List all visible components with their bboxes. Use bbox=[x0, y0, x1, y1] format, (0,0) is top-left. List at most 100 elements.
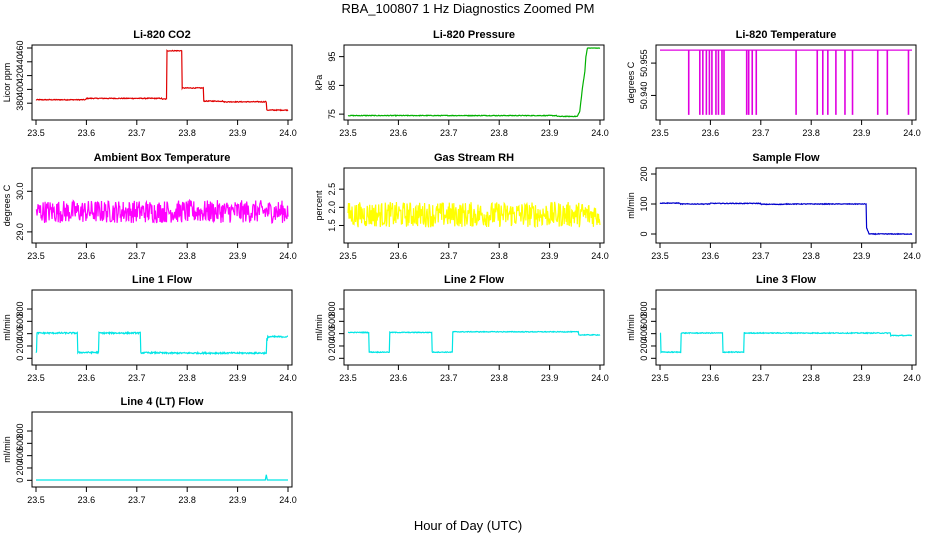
series-line bbox=[347, 201, 601, 229]
y-tick-label: 800 bbox=[639, 302, 649, 317]
x-tick-label: 23.5 bbox=[27, 128, 45, 138]
x-tick-label: 23.7 bbox=[128, 373, 146, 383]
x-tick-label: 23.6 bbox=[390, 373, 408, 383]
y-tick-label: 95 bbox=[327, 52, 337, 62]
y-tick-label: 50.940 bbox=[639, 82, 649, 110]
x-tick-label: 24.0 bbox=[591, 251, 609, 261]
y-axis-label: ml/min bbox=[626, 314, 636, 341]
y-tick-label: 460 bbox=[15, 40, 25, 55]
x-tick-label: 23.9 bbox=[229, 373, 247, 383]
y-tick-label: 200 bbox=[15, 460, 25, 475]
x-tick-label: 24.0 bbox=[279, 373, 297, 383]
x-tick-label: 24.0 bbox=[279, 251, 297, 261]
series-line bbox=[35, 49, 289, 112]
x-tick-label: 23.5 bbox=[339, 128, 357, 138]
x-tick-label: 23.9 bbox=[853, 373, 871, 383]
x-tick-label: 23.6 bbox=[78, 128, 96, 138]
panel-title: Li-820 Pressure bbox=[433, 29, 515, 41]
x-tick-label: 24.0 bbox=[903, 373, 921, 383]
plot-frame bbox=[31, 289, 293, 366]
y-tick-label: 200 bbox=[327, 338, 337, 353]
series-line bbox=[347, 330, 601, 354]
x-tick-label: 23.5 bbox=[651, 251, 669, 261]
panel-title: Gas Stream RH bbox=[434, 152, 514, 164]
x-tick-label: 23.8 bbox=[490, 373, 508, 383]
y-axis-label: Licor ppm bbox=[2, 63, 12, 103]
x-tick-label: 24.0 bbox=[591, 128, 609, 138]
x-tick-label: 23.6 bbox=[78, 251, 96, 261]
x-tick-label: 24.0 bbox=[903, 128, 921, 138]
x-tick-label: 23.6 bbox=[78, 495, 96, 505]
x-tick-label: 23.7 bbox=[752, 128, 770, 138]
x-tick-label: 23.6 bbox=[702, 373, 720, 383]
y-tick-label: 50.955 bbox=[639, 49, 649, 77]
plot-frame bbox=[655, 44, 917, 121]
x-tick-label: 23.7 bbox=[440, 251, 458, 261]
y-tick-label: 800 bbox=[327, 302, 337, 317]
y-tick-label: 100 bbox=[639, 196, 649, 211]
chart-panel: Line 3 Flow ml/min 23.5 23.6 23.7 23.8 23.9 24.… bbox=[626, 274, 921, 383]
y-tick-label: 0 bbox=[639, 356, 649, 361]
y-tick-label: 1.5 bbox=[327, 219, 337, 232]
chart-panel: Sample Flow ml/min 23.5 23.6 23.7 23.8 23.9 24.… bbox=[626, 152, 921, 261]
panel-title: Line 3 Flow bbox=[756, 274, 816, 286]
chart-panel: Ambient Box Temperature degrees C 23.5 23.6… bbox=[2, 152, 297, 261]
chart-panel: Li-820 Temperature degrees C 23.5 23.6 23.7 2… bbox=[626, 29, 921, 138]
x-tick-label: 23.5 bbox=[651, 373, 669, 383]
y-tick-label: 0 bbox=[15, 356, 25, 361]
series-line bbox=[347, 47, 601, 118]
x-tick-label: 23.9 bbox=[229, 251, 247, 261]
x-tick-label: 23.7 bbox=[128, 128, 146, 138]
panel-title: Line 2 Flow bbox=[444, 274, 504, 286]
plot-frame bbox=[31, 411, 293, 488]
x-tick-label: 23.6 bbox=[390, 251, 408, 261]
figure-title: RBA_100807 1 Hz Diagnostics Zoomed PM bbox=[341, 1, 595, 16]
x-tick-label: 23.5 bbox=[651, 128, 669, 138]
x-tick-label: 23.7 bbox=[128, 495, 146, 505]
plot-frame bbox=[655, 167, 917, 244]
x-tick-label: 23.7 bbox=[440, 128, 458, 138]
x-tick-label: 23.5 bbox=[339, 373, 357, 383]
y-tick-label: 800 bbox=[15, 302, 25, 317]
y-tick-label: 800 bbox=[15, 424, 25, 439]
y-tick-label: 0 bbox=[327, 356, 337, 361]
y-tick-label: 85 bbox=[327, 80, 337, 90]
y-tick-label: 400 bbox=[15, 326, 25, 341]
y-axis-label: ml/min bbox=[2, 436, 12, 463]
panel-title: Li-820 CO2 bbox=[133, 29, 190, 41]
y-tick-label: 400 bbox=[15, 82, 25, 97]
y-tick-label: 30.0 bbox=[15, 183, 25, 201]
x-tick-label: 23.9 bbox=[853, 128, 871, 138]
y-tick-label: 440 bbox=[15, 54, 25, 69]
x-tick-label: 23.9 bbox=[541, 128, 559, 138]
y-tick-label: 0 bbox=[639, 231, 649, 236]
x-tick-label: 23.6 bbox=[390, 128, 408, 138]
chart-panel: Gas Stream RH percent 23.5 23.6 23.7 23.8 23.9… bbox=[314, 152, 609, 261]
x-tick-label: 23.6 bbox=[702, 128, 720, 138]
x-tick-label: 23.7 bbox=[440, 373, 458, 383]
y-tick-label: 200 bbox=[639, 338, 649, 353]
y-tick-label: 75 bbox=[327, 109, 337, 119]
x-tick-label: 23.9 bbox=[853, 251, 871, 261]
x-tick-label: 23.8 bbox=[178, 373, 196, 383]
y-axis-label: ml/min bbox=[626, 192, 636, 219]
x-tick-label: 23.7 bbox=[128, 251, 146, 261]
x-tick-label: 23.6 bbox=[702, 251, 720, 261]
chart-panel: Li-820 Pressure kPa 23.5 23.6 23.7 23.8 23.9 24… bbox=[314, 29, 609, 138]
y-tick-label: 400 bbox=[639, 326, 649, 341]
y-axis-label: ml/min bbox=[314, 314, 324, 341]
y-tick-label: 2.0 bbox=[327, 201, 337, 214]
x-tick-label: 23.5 bbox=[27, 495, 45, 505]
common-x-axis-label: Hour of Day (UTC) bbox=[413, 518, 523, 533]
plot-frame bbox=[31, 167, 293, 244]
x-tick-label: 23.9 bbox=[229, 495, 247, 505]
plot-frame bbox=[343, 167, 605, 244]
plot-frame bbox=[343, 44, 605, 121]
y-tick-label: 0 bbox=[15, 478, 25, 483]
y-tick-label: 380 bbox=[15, 96, 25, 111]
y-tick-label: 400 bbox=[327, 326, 337, 341]
x-tick-label: 24.0 bbox=[279, 495, 297, 505]
panel-title: Li-820 Temperature bbox=[736, 29, 837, 41]
plot-frame bbox=[655, 289, 917, 366]
